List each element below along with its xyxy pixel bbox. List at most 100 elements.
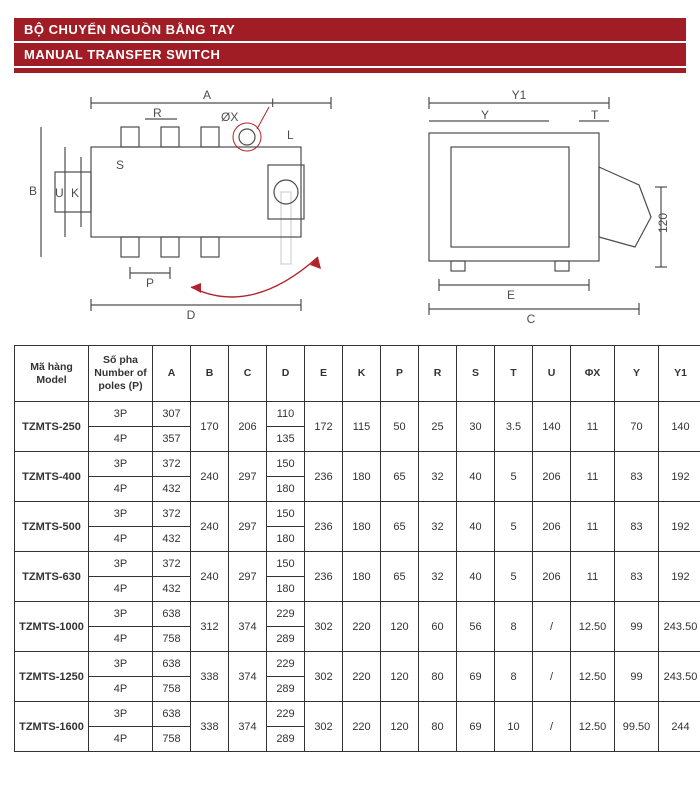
table-cell: 172 bbox=[305, 402, 343, 452]
table-row: TZMTS-4003P37224029715023618065324052061… bbox=[15, 452, 700, 477]
col-K: K bbox=[343, 346, 381, 402]
table-cell: 758 bbox=[153, 727, 191, 752]
table-cell: 192 bbox=[659, 502, 700, 552]
table-cell: 638 bbox=[153, 652, 191, 677]
table-cell: 140 bbox=[533, 402, 571, 452]
col-model: Mã hàng Model bbox=[15, 346, 89, 402]
table-cell: 99 bbox=[615, 652, 659, 702]
table-cell: 40 bbox=[457, 502, 495, 552]
dim-Y: Y bbox=[481, 108, 489, 122]
table-cell: 80 bbox=[419, 702, 457, 752]
table-cell: 240 bbox=[191, 502, 229, 552]
table-row: TZMTS-6303P37224029715023618065324052061… bbox=[15, 552, 700, 577]
dim-120: 120 bbox=[656, 213, 670, 233]
table-cell: 638 bbox=[153, 602, 191, 627]
table-cell: 302 bbox=[305, 702, 343, 752]
dim-A: A bbox=[203, 88, 211, 102]
table-cell: 65 bbox=[381, 502, 419, 552]
table-cell: TZMTS-500 bbox=[15, 502, 89, 552]
table-cell: 206 bbox=[533, 502, 571, 552]
header-block: BỘ CHUYỂN NGUỒN BẰNG TAY MANUAL TRANSFER… bbox=[14, 18, 686, 73]
col-Y1: Y1 bbox=[659, 346, 700, 402]
table-cell: 60 bbox=[419, 602, 457, 652]
dimensions-table: Mã hàng Model Số pha Number of poles (P)… bbox=[14, 345, 700, 752]
table-cell: 150 bbox=[267, 502, 305, 527]
label-L: L bbox=[287, 128, 294, 142]
col-poles: Số pha Number of poles (P) bbox=[89, 346, 153, 402]
side-view-diagram: Y1 Y T E C 120 bbox=[399, 87, 679, 327]
header-underline bbox=[14, 68, 686, 73]
table-cell: 3P bbox=[89, 452, 153, 477]
table-cell: 180 bbox=[267, 577, 305, 602]
table-cell: 206 bbox=[229, 402, 267, 452]
table-cell: 40 bbox=[457, 452, 495, 502]
front-view-diagram: A ØX I L R S P bbox=[21, 87, 361, 327]
table-cell: 432 bbox=[153, 477, 191, 502]
table-cell: 374 bbox=[229, 702, 267, 752]
dim-S: S bbox=[116, 158, 124, 172]
table-cell: 99 bbox=[615, 602, 659, 652]
table-cell: 83 bbox=[615, 502, 659, 552]
table-cell: 4P bbox=[89, 527, 153, 552]
table-cell: 32 bbox=[419, 452, 457, 502]
col-D: D bbox=[267, 346, 305, 402]
table-cell: 80 bbox=[419, 652, 457, 702]
table-cell: 115 bbox=[343, 402, 381, 452]
table-cell: 12.50 bbox=[571, 652, 615, 702]
table-cell: 50 bbox=[381, 402, 419, 452]
table-cell: 5 bbox=[495, 552, 533, 602]
table-cell: 110 bbox=[267, 402, 305, 427]
table-cell: 12.50 bbox=[571, 702, 615, 752]
col-B: B bbox=[191, 346, 229, 402]
table-row: TZMTS-5003P37224029715023618065324052061… bbox=[15, 502, 700, 527]
table-cell: 140 bbox=[659, 402, 700, 452]
table-cell: 30 bbox=[457, 402, 495, 452]
table-cell: 372 bbox=[153, 452, 191, 477]
table-cell: 229 bbox=[267, 652, 305, 677]
table-cell: 3P bbox=[89, 552, 153, 577]
table-cell: 4P bbox=[89, 677, 153, 702]
table-cell: 83 bbox=[615, 452, 659, 502]
table-cell: 180 bbox=[343, 502, 381, 552]
table-cell: 3P bbox=[89, 652, 153, 677]
table-cell: 302 bbox=[305, 652, 343, 702]
table-cell: 307 bbox=[153, 402, 191, 427]
table-cell: 289 bbox=[267, 677, 305, 702]
col-R: R bbox=[419, 346, 457, 402]
table-body: TZMTS-2503P3071702061101721155025303.514… bbox=[15, 402, 700, 752]
table-cell: 220 bbox=[343, 702, 381, 752]
table-cell: 229 bbox=[267, 702, 305, 727]
table-cell: 120 bbox=[381, 702, 419, 752]
col-Y: Y bbox=[615, 346, 659, 402]
table-cell: 25 bbox=[419, 402, 457, 452]
table-cell: 11 bbox=[571, 552, 615, 602]
table-cell: 338 bbox=[191, 652, 229, 702]
dim-OX: ØX bbox=[221, 110, 238, 124]
table-cell: 297 bbox=[229, 502, 267, 552]
table-cell: 297 bbox=[229, 452, 267, 502]
table-cell: 192 bbox=[659, 552, 700, 602]
table-cell: 243.50 bbox=[659, 652, 700, 702]
table-cell: 3.5 bbox=[495, 402, 533, 452]
col-U: U bbox=[533, 346, 571, 402]
dim-E: E bbox=[507, 288, 515, 302]
table-cell: 11 bbox=[571, 402, 615, 452]
table-row: TZMTS-16003P638338374229302220120806910/… bbox=[15, 702, 700, 727]
table-cell: 180 bbox=[267, 477, 305, 502]
table-cell: 150 bbox=[267, 552, 305, 577]
table-cell: TZMTS-1600 bbox=[15, 702, 89, 752]
table-cell: 243.50 bbox=[659, 602, 700, 652]
dim-B: B bbox=[29, 184, 37, 198]
table-cell: 758 bbox=[153, 677, 191, 702]
diagram-row: A ØX I L R S P bbox=[14, 87, 686, 327]
table-cell: 5 bbox=[495, 502, 533, 552]
table-cell: 3P bbox=[89, 702, 153, 727]
table-cell: 32 bbox=[419, 552, 457, 602]
table-cell: 372 bbox=[153, 552, 191, 577]
table-cell: 69 bbox=[457, 702, 495, 752]
table-cell: 297 bbox=[229, 552, 267, 602]
table-cell: 5 bbox=[495, 452, 533, 502]
table-cell: 32 bbox=[419, 502, 457, 552]
col-C: C bbox=[229, 346, 267, 402]
table-cell: 4P bbox=[89, 627, 153, 652]
